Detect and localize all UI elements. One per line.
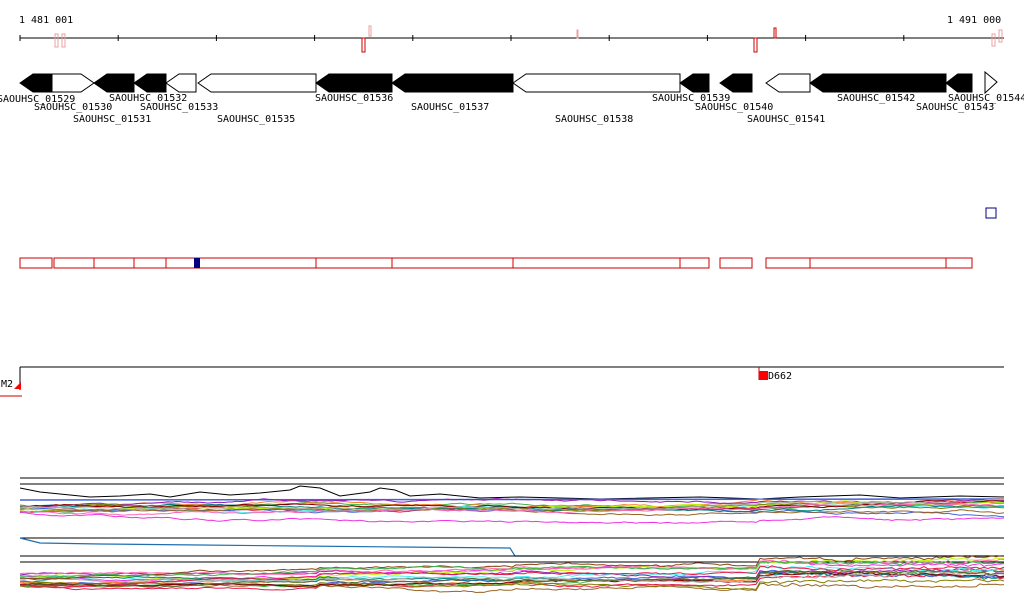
gene-label: SAOUHSC_01542 — [837, 93, 915, 104]
expression-trace — [19, 558, 1005, 576]
marker-right-flag-icon[interactable] — [759, 371, 768, 380]
expression-profiles-top — [19, 485, 1005, 557]
expression-trace — [19, 511, 1005, 524]
marker-left-label: M2 — [1, 379, 13, 390]
coordinate-ruler: 1 481 001 1 491 000 — [19, 15, 1004, 53]
expression-trace — [19, 508, 1005, 517]
gene-label: SAOUHSC_01544 — [948, 93, 1024, 104]
gene-arrow[interactable] — [719, 73, 753, 93]
expression-panel-bottom — [19, 555, 1005, 594]
feature-box[interactable] — [195, 257, 317, 269]
feature-box[interactable] — [165, 257, 197, 269]
expression-trace — [19, 571, 1005, 588]
feature-box[interactable] — [93, 257, 135, 269]
gene-arrow[interactable] — [512, 73, 681, 93]
gene-label: SAOUHSC_01541 — [747, 114, 825, 125]
feature-box[interactable] — [765, 257, 811, 269]
gene-arrow[interactable] — [315, 73, 393, 93]
feature-box[interactable] — [945, 257, 973, 269]
gene-arrow[interactable] — [133, 73, 167, 93]
expression-trace — [19, 560, 1005, 578]
feature-box[interactable] — [809, 257, 947, 269]
track-toggle-checkbox[interactable] — [985, 207, 997, 219]
gene-arrow[interactable] — [765, 73, 811, 93]
expression-trace — [19, 537, 1004, 557]
gene-label: SAOUHSC_01537 — [411, 102, 489, 113]
ruler-start-label: 1 481 001 — [19, 15, 73, 26]
gene-label: SAOUHSC_01533 — [140, 102, 218, 113]
expression-trace — [19, 498, 1005, 511]
feature-outline-track — [19, 257, 973, 269]
gene-label: SAOUHSC_01530 — [34, 102, 112, 113]
gene-arrow[interactable] — [984, 70, 998, 95]
gene-label: SAOUHSC_01538 — [555, 114, 633, 125]
gene-arrow[interactable] — [93, 73, 135, 93]
gene-track: SAOUHSC_01529SAOUHSC_01530SAOUHSC_01531S… — [0, 70, 1024, 125]
gene-arrow[interactable] — [945, 73, 973, 93]
feature-box[interactable] — [512, 257, 681, 269]
gene-label: SAOUHSC_01543 — [916, 102, 994, 113]
expression-trace — [19, 485, 1005, 500]
ruler-end-label: 1 491 000 — [947, 15, 1001, 26]
expression-trace — [19, 502, 1005, 516]
marker-left-flag-icon[interactable] — [14, 382, 21, 389]
gene-label: SAOUHSC_01539 — [652, 93, 730, 104]
ruler-feature-marks — [54, 25, 1003, 53]
gene-label: SAOUHSC_01531 — [73, 114, 151, 125]
gene-arrow[interactable] — [19, 73, 53, 93]
expression-trace — [19, 565, 1005, 588]
gene-arrow[interactable] — [391, 73, 514, 93]
feature-box[interactable] — [315, 257, 393, 269]
expression-trace — [19, 578, 1005, 590]
expression-trace — [19, 571, 1005, 584]
feature-box[interactable] — [719, 257, 753, 269]
feature-box[interactable] — [53, 257, 95, 269]
expression-trace — [19, 569, 1005, 588]
feature-box[interactable] — [19, 257, 53, 269]
gene-arrow[interactable] — [809, 73, 947, 93]
expression-panel-top — [19, 477, 1005, 557]
gene-label: SAOUHSC_01535 — [217, 114, 295, 125]
expression-trace — [19, 499, 1005, 511]
selected-feature-highlight[interactable] — [194, 258, 200, 268]
marker-track: M2 D662 — [0, 366, 1004, 397]
feature-box[interactable] — [679, 257, 710, 269]
feature-box[interactable] — [391, 257, 514, 269]
gene-label: SAOUHSC_01536 — [315, 93, 393, 104]
gene-arrow[interactable] — [51, 73, 95, 93]
gene-arrow[interactable] — [197, 73, 317, 93]
gene-label: SAOUHSC_01529 — [0, 94, 75, 105]
feature-box[interactable] — [133, 257, 167, 269]
gene-arrow[interactable] — [165, 73, 197, 93]
gene-arrow[interactable] — [679, 73, 710, 93]
marker-right-label: D662 — [768, 371, 792, 382]
gene-label: SAOUHSC_01532 — [109, 93, 187, 104]
expression-profiles-bottom — [19, 555, 1005, 594]
gene-label: SAOUHSC_01540 — [695, 102, 773, 113]
expression-trace — [19, 572, 1005, 582]
